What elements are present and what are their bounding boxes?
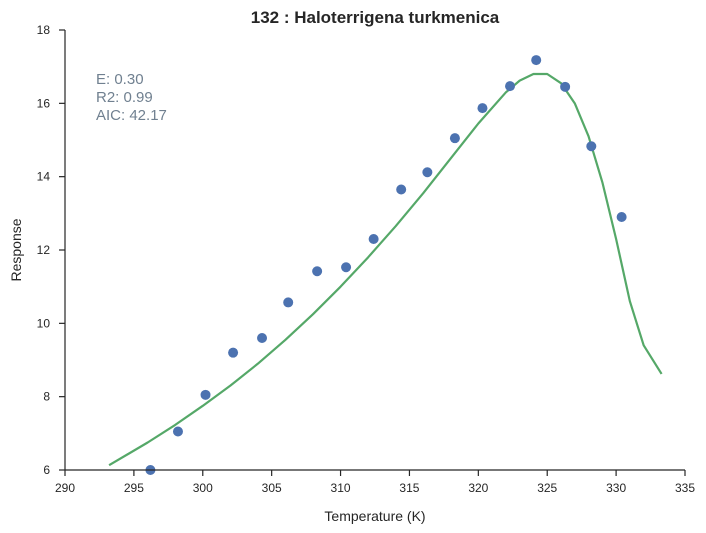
data-point bbox=[200, 389, 211, 400]
x-tick-label: 300 bbox=[193, 481, 213, 495]
stats-line: R2: 0.99 bbox=[96, 89, 153, 106]
x-axis-ticks: 290 295 300 305 310 315 320 325 330 335 bbox=[55, 470, 695, 495]
x-tick-label: 325 bbox=[537, 481, 557, 495]
data-point bbox=[560, 81, 571, 92]
x-tick-label: 315 bbox=[399, 481, 419, 495]
stats-line: AIC: 42.17 bbox=[96, 107, 167, 124]
x-tick-label: 320 bbox=[468, 481, 488, 495]
data-point bbox=[172, 426, 183, 437]
data-point bbox=[616, 212, 627, 222]
x-tick-label: 305 bbox=[262, 481, 282, 495]
data-point bbox=[449, 133, 460, 144]
y-tick-label: 10 bbox=[37, 316, 51, 330]
y-tick-label: 18 bbox=[37, 23, 51, 37]
plot-area bbox=[108, 55, 663, 475]
data-point bbox=[228, 347, 239, 358]
y-axis-label: Response bbox=[8, 218, 24, 281]
x-axis-label: Temperature (K) bbox=[324, 508, 425, 524]
data-point bbox=[312, 266, 323, 277]
y-tick-label: 12 bbox=[37, 243, 51, 257]
fit-curve-line bbox=[108, 72, 663, 467]
x-tick-label: 335 bbox=[675, 481, 695, 495]
data-point bbox=[586, 141, 597, 152]
data-point bbox=[257, 333, 268, 343]
y-tick-label: 6 bbox=[43, 463, 50, 477]
x-tick-label: 295 bbox=[124, 481, 144, 495]
data-point bbox=[341, 262, 352, 273]
data-point bbox=[283, 297, 294, 308]
x-tick-label: 330 bbox=[606, 481, 626, 495]
y-tick-label: 16 bbox=[37, 96, 51, 110]
y-tick-label: 14 bbox=[37, 170, 51, 184]
x-tick-label: 290 bbox=[55, 481, 75, 495]
data-point bbox=[505, 81, 516, 92]
data-point bbox=[531, 55, 542, 66]
data-point bbox=[368, 234, 379, 244]
stats-line: E: 0.30 bbox=[96, 71, 144, 88]
data-point bbox=[422, 167, 433, 178]
data-point bbox=[396, 184, 407, 195]
data-point bbox=[477, 103, 488, 114]
y-tick-label: 8 bbox=[43, 390, 50, 404]
chart-title: 132 : Haloterrigena turkmenica bbox=[251, 8, 500, 27]
x-tick-label: 310 bbox=[331, 481, 351, 495]
y-axis-ticks: 6 8 10 12 14 16 18 bbox=[37, 23, 65, 477]
